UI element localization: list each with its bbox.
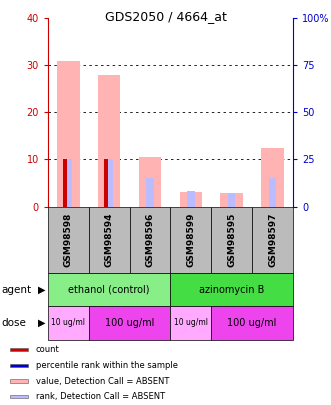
Bar xyxy=(269,178,276,207)
Bar xyxy=(211,306,293,340)
Text: ▶: ▶ xyxy=(38,285,45,294)
Bar xyxy=(48,207,89,273)
Bar xyxy=(89,207,130,273)
Bar xyxy=(211,207,252,273)
Text: 100 ug/ml: 100 ug/ml xyxy=(105,318,154,328)
Bar xyxy=(10,348,28,352)
Bar xyxy=(170,306,211,340)
Bar xyxy=(180,192,202,207)
Bar xyxy=(130,207,170,273)
Bar xyxy=(220,193,243,207)
Text: ▶: ▶ xyxy=(38,318,45,328)
Bar xyxy=(48,273,170,306)
Bar xyxy=(10,364,28,367)
Bar xyxy=(98,75,120,207)
Text: GSM98596: GSM98596 xyxy=(146,213,155,267)
Bar xyxy=(104,160,108,207)
Bar xyxy=(48,306,89,340)
Text: 100 ug/ml: 100 ug/ml xyxy=(227,318,277,328)
Bar xyxy=(228,193,235,207)
Bar xyxy=(187,192,195,207)
Bar xyxy=(146,178,154,207)
Bar xyxy=(89,306,170,340)
Text: rank, Detection Call = ABSENT: rank, Detection Call = ABSENT xyxy=(36,392,165,401)
Bar xyxy=(63,160,67,207)
Text: GSM98599: GSM98599 xyxy=(186,213,195,267)
Text: ethanol (control): ethanol (control) xyxy=(69,285,150,294)
Text: GSM98595: GSM98595 xyxy=(227,213,236,267)
Bar xyxy=(106,160,113,207)
Text: GSM98597: GSM98597 xyxy=(268,213,277,267)
Text: dose: dose xyxy=(2,318,26,328)
Text: 10 ug/ml: 10 ug/ml xyxy=(174,318,208,328)
Text: agent: agent xyxy=(2,285,32,294)
Text: count: count xyxy=(36,345,60,354)
Bar xyxy=(261,148,284,207)
Text: azinomycin B: azinomycin B xyxy=(199,285,264,294)
Bar xyxy=(252,207,293,273)
Text: GDS2050 / 4664_at: GDS2050 / 4664_at xyxy=(105,10,226,23)
Text: 10 ug/ml: 10 ug/ml xyxy=(51,318,85,328)
Bar xyxy=(170,207,211,273)
Bar xyxy=(65,160,72,207)
Bar xyxy=(139,157,161,207)
Bar xyxy=(10,379,28,383)
Text: GSM98594: GSM98594 xyxy=(105,213,114,267)
Text: value, Detection Call = ABSENT: value, Detection Call = ABSENT xyxy=(36,377,169,386)
Text: GSM98598: GSM98598 xyxy=(64,213,73,267)
Text: percentile rank within the sample: percentile rank within the sample xyxy=(36,361,178,370)
Bar xyxy=(57,61,80,207)
Bar xyxy=(10,395,28,399)
Bar xyxy=(170,273,293,306)
